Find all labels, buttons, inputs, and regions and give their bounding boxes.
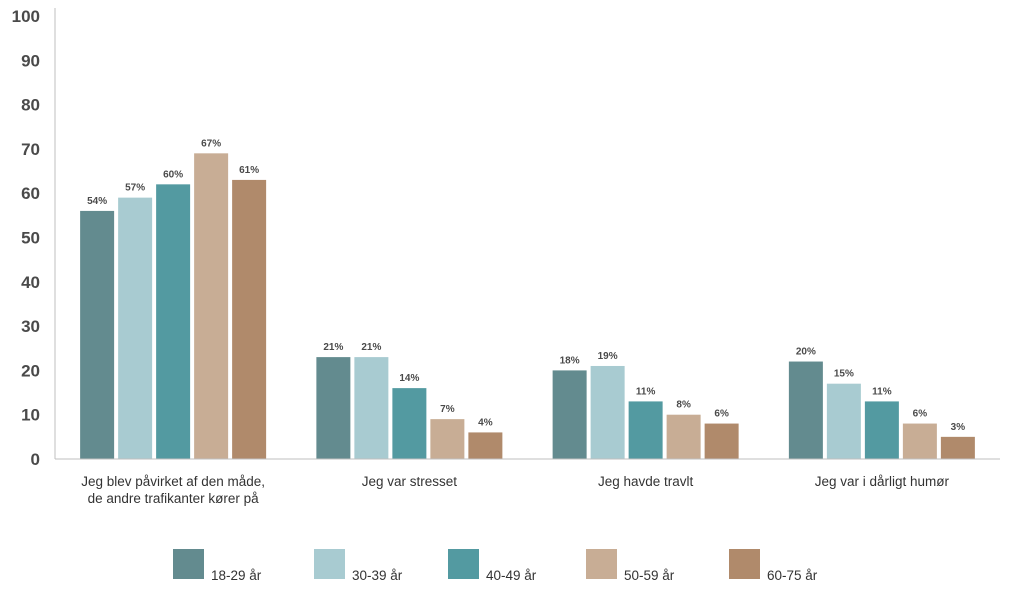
y-tick-label: 50 bbox=[21, 229, 40, 248]
data-label: 4% bbox=[478, 417, 493, 428]
bar bbox=[468, 432, 503, 459]
bar bbox=[392, 388, 427, 459]
legend-label: 60-75 år bbox=[767, 568, 818, 583]
legend-label: 30-39 år bbox=[352, 568, 403, 583]
bar bbox=[156, 184, 191, 459]
data-label: 8% bbox=[676, 400, 691, 411]
data-label: 54% bbox=[87, 196, 107, 207]
bar bbox=[232, 179, 267, 459]
x-category-label: Jeg var stresset bbox=[362, 474, 458, 489]
data-label: 11% bbox=[872, 386, 892, 397]
legend-swatch bbox=[586, 549, 617, 579]
data-label: 6% bbox=[913, 409, 928, 420]
data-label: 67% bbox=[201, 138, 221, 149]
bar bbox=[552, 370, 587, 459]
y-tick-label: 100 bbox=[12, 7, 40, 26]
x-category-label: Jeg blev påvirket af den måde, bbox=[81, 474, 265, 489]
y-tick-label: 40 bbox=[21, 273, 40, 292]
bar bbox=[902, 423, 937, 459]
bar bbox=[194, 153, 229, 459]
y-tick-label: 0 bbox=[31, 450, 40, 469]
bar bbox=[826, 383, 861, 459]
bar bbox=[628, 401, 663, 459]
data-label: 57% bbox=[125, 183, 145, 194]
bar bbox=[940, 436, 975, 459]
data-label: 7% bbox=[440, 404, 455, 415]
bar bbox=[864, 401, 899, 459]
legend: 18-29 år 30-39 år 40-49 år 50-59 år 60-75 år bbox=[173, 549, 818, 583]
bar bbox=[704, 423, 739, 459]
data-label: 20% bbox=[796, 347, 816, 358]
data-label: 18% bbox=[560, 355, 580, 366]
bar bbox=[80, 210, 115, 459]
y-tick-label: 10 bbox=[21, 406, 40, 425]
legend-swatch bbox=[314, 549, 345, 579]
y-axis: 0 10 20 30 40 50 60 70 80 90 100 bbox=[12, 7, 56, 469]
legend-swatch bbox=[729, 549, 760, 579]
data-label: 3% bbox=[951, 422, 966, 433]
data-label: 6% bbox=[714, 409, 729, 420]
legend-label: 50-59 år bbox=[624, 568, 675, 583]
bar bbox=[788, 361, 823, 459]
bar bbox=[590, 365, 625, 459]
data-label: 61% bbox=[239, 165, 259, 176]
y-tick-label: 20 bbox=[21, 361, 40, 380]
legend-label: 18-29 år bbox=[211, 568, 262, 583]
data-label: 11% bbox=[636, 386, 656, 397]
x-category-label: de andre trafikanter kører på bbox=[88, 491, 260, 506]
bar bbox=[118, 197, 153, 459]
bars bbox=[80, 153, 975, 459]
bar bbox=[430, 419, 465, 459]
bar bbox=[316, 357, 351, 459]
legend-label: 40-49 år bbox=[486, 568, 537, 583]
x-category-label: Jeg havde travlt bbox=[598, 474, 694, 489]
data-labels: 54% 57% 60% 67% 61% 21% 21% 14% 7% 4% 18% 19% 11% 8% 6… bbox=[87, 138, 965, 433]
legend-swatch bbox=[173, 549, 204, 579]
bar bbox=[354, 357, 389, 459]
data-label: 14% bbox=[399, 373, 419, 384]
y-tick-label: 70 bbox=[21, 140, 40, 159]
data-label: 21% bbox=[361, 342, 381, 353]
y-tick-label: 60 bbox=[21, 184, 40, 203]
data-label: 15% bbox=[834, 369, 854, 380]
y-tick-label: 30 bbox=[21, 317, 40, 336]
data-label: 21% bbox=[323, 342, 343, 353]
x-axis: Jeg blev påvirket af den måde, de andre t… bbox=[55, 458, 1000, 506]
data-label: 60% bbox=[163, 169, 183, 180]
x-category-label: Jeg var i dårligt humør bbox=[815, 474, 950, 489]
y-tick-label: 80 bbox=[21, 96, 40, 115]
y-tick-label: 90 bbox=[21, 51, 40, 70]
legend-swatch bbox=[448, 549, 479, 579]
data-label: 19% bbox=[598, 351, 618, 362]
bar bbox=[666, 414, 701, 459]
